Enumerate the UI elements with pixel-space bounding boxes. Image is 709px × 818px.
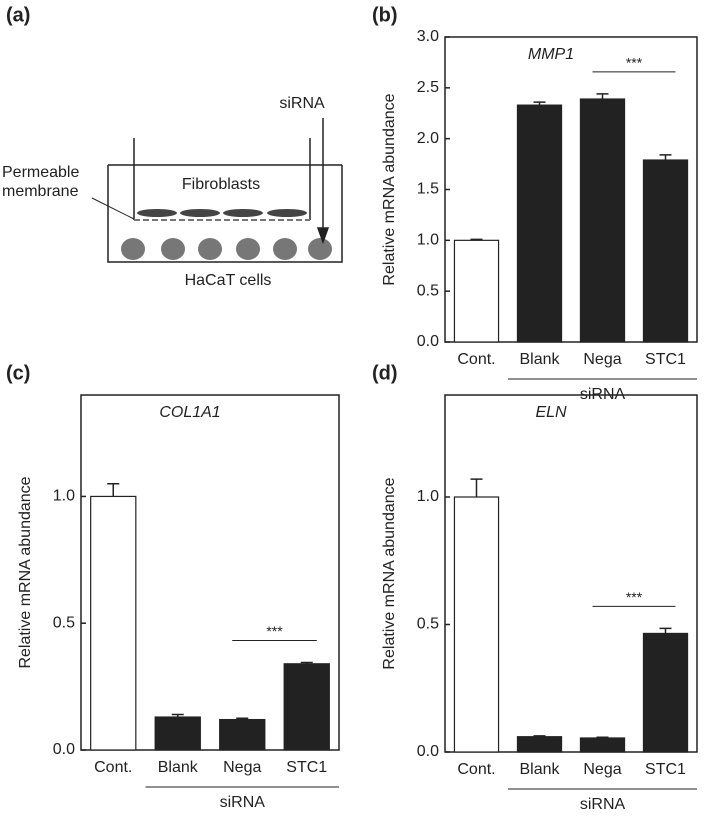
- leader-line: [91, 197, 135, 220]
- hacat-cells: [121, 238, 332, 260]
- y-tick-label: 0.0: [53, 741, 75, 758]
- group-label: siRNA: [580, 796, 626, 813]
- significance-label: ***: [266, 623, 283, 639]
- y-tick-label: 1.0: [53, 488, 75, 505]
- plot-frame: [80, 394, 340, 751]
- panel-label: (a): [6, 4, 30, 26]
- sirna-label: siRNA: [279, 95, 325, 112]
- bar: [283, 663, 330, 751]
- bar: [154, 716, 201, 751]
- x-tick-label: Cont.: [94, 759, 132, 776]
- well: [107, 164, 343, 263]
- y-tick-label: 2.5: [417, 79, 439, 96]
- chart-title: COL1A1: [159, 404, 220, 421]
- y-tick-label: 0.0: [417, 333, 439, 350]
- bar: [516, 736, 563, 753]
- x-tick-label: STC1: [645, 351, 686, 368]
- bar: [219, 718, 266, 751]
- panel-label: (d): [372, 362, 398, 384]
- y-tick-label: 0.5: [417, 282, 439, 299]
- membrane-label: Permeable: [2, 164, 79, 181]
- error-bar: [171, 713, 184, 718]
- plot-frame: [444, 394, 698, 753]
- chart-title: ELN: [535, 404, 567, 421]
- insert: [133, 138, 311, 220]
- error-bar: [596, 736, 609, 738]
- error-bar: [533, 735, 546, 737]
- error-bar: [533, 101, 546, 106]
- y-axis-label: Relative mRNA abundance: [17, 476, 34, 668]
- x-tick-label: Nega: [583, 351, 621, 368]
- error-bar: [300, 661, 313, 664]
- bar: [642, 632, 689, 753]
- bar: [579, 98, 626, 343]
- y-tick-label: 0.5: [53, 614, 75, 631]
- x-tick-label: Nega: [583, 761, 621, 778]
- x-tick-label: STC1: [645, 761, 686, 778]
- x-tick-label: Blank: [519, 761, 560, 778]
- y-tick-label: 1.0: [417, 488, 439, 505]
- error-bar: [470, 478, 483, 497]
- bar: [516, 104, 563, 343]
- y-tick-label: 0.5: [417, 616, 439, 633]
- y-tick-label: 3.0: [417, 28, 439, 45]
- significance-label: ***: [626, 55, 643, 71]
- x-tick-label: Nega: [223, 759, 261, 776]
- bar: [453, 239, 500, 343]
- hacat-label: HaCaT cells: [185, 272, 272, 289]
- y-tick-label: 1.5: [417, 181, 439, 198]
- significance-label: ***: [626, 589, 643, 605]
- diagram: (a) siRNA Fibroblasts Permeable membrane…: [2, 4, 343, 289]
- fibroblast-cells: [137, 209, 307, 217]
- bar: [453, 496, 500, 753]
- error-bar: [236, 717, 249, 720]
- group-label: siRNA: [220, 794, 266, 811]
- chart-title: MMP1: [528, 46, 574, 63]
- panel-label: (c): [6, 362, 30, 384]
- x-tick-label: Cont.: [457, 351, 495, 368]
- bar: [90, 495, 137, 751]
- bar: [579, 737, 626, 753]
- panel-label: (b): [372, 4, 398, 26]
- error-bar: [659, 154, 672, 161]
- y-tick-label: 0.0: [417, 743, 439, 760]
- arrow-head: [316, 227, 330, 245]
- error-bar: [107, 483, 120, 497]
- x-tick-label: Cont.: [457, 761, 495, 778]
- x-tick-label: Blank: [519, 351, 560, 368]
- y-axis-label: Relative mRNA abundance: [381, 477, 398, 669]
- y-tick-label: 2.0: [417, 130, 439, 147]
- membrane-label: membrane: [2, 183, 79, 200]
- fibroblasts-label: Fibroblasts: [182, 176, 260, 193]
- x-tick-label: STC1: [286, 759, 327, 776]
- error-bar: [596, 93, 609, 100]
- bar: [642, 159, 689, 343]
- y-tick-label: 1.0: [417, 232, 439, 249]
- error-bar: [659, 627, 672, 634]
- error-bar: [470, 238, 483, 241]
- y-axis-label: Relative mRNA abundance: [381, 93, 398, 285]
- x-tick-label: Blank: [158, 759, 199, 776]
